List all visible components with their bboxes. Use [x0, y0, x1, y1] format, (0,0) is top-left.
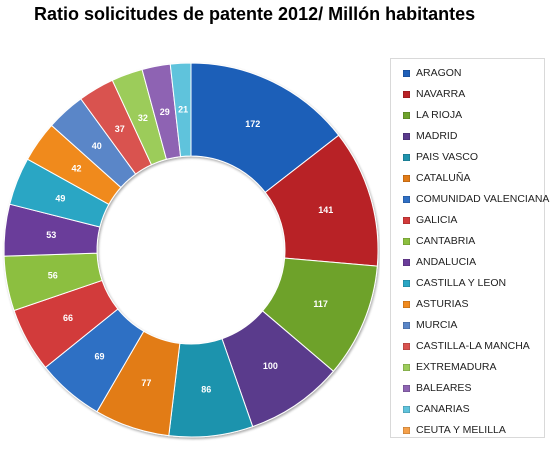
- legend-label: GALICIA: [416, 214, 457, 226]
- legend-item-pais-vasco: PAIS VASCO: [403, 149, 478, 165]
- legend-swatch: [403, 217, 410, 224]
- data-label-aragon: 172: [245, 119, 260, 129]
- data-label-cataluña: 77: [141, 378, 151, 388]
- legend-label: LA RIOJA: [416, 109, 462, 121]
- legend: ARAGON NAVARRA LA RIOJA MADRID PAIS VASCO CAT…: [390, 58, 545, 438]
- data-label-madrid: 100: [263, 361, 278, 371]
- legend-swatch: [403, 280, 410, 287]
- legend-item-navarra: NAVARRA: [403, 86, 465, 102]
- legend-swatch: [403, 112, 410, 119]
- legend-item-madrid: MADRID: [403, 128, 457, 144]
- legend-swatch: [403, 406, 410, 413]
- data-label-cantabria: 56: [48, 270, 58, 280]
- legend-label: CASTILLA Y LEON: [416, 277, 506, 289]
- data-label-baleares: 29: [160, 107, 170, 117]
- legend-swatch: [403, 154, 410, 161]
- legend-label: EXTREMADURA: [416, 361, 497, 373]
- legend-item-baleares: BALEARES: [403, 380, 471, 396]
- legend-item-asturias: ASTURIAS: [403, 296, 469, 312]
- legend-item-cantabria: CANTABRIA: [403, 233, 475, 249]
- legend-label: CATALUÑA: [416, 172, 470, 184]
- legend-item-castilla-la-mancha: CASTILLA-LA MANCHA: [403, 338, 530, 354]
- data-label-navarra: 141: [318, 205, 333, 215]
- data-label-canarias: 21: [178, 105, 188, 115]
- legend-label: CANTABRIA: [416, 235, 475, 247]
- legend-label: CASTILLA-LA MANCHA: [416, 340, 530, 352]
- legend-swatch: [403, 322, 410, 329]
- legend-label: NAVARRA: [416, 88, 465, 100]
- data-label-murcia: 40: [92, 141, 102, 151]
- legend-label: BALEARES: [416, 382, 471, 394]
- legend-label: ANDALUCIA: [416, 256, 476, 268]
- legend-label: CANARIAS: [416, 403, 470, 415]
- legend-swatch: [403, 385, 410, 392]
- legend-item-canarias: CANARIAS: [403, 401, 470, 417]
- data-label-asturias: 42: [71, 164, 81, 174]
- legend-item-andalucia: ANDALUCIA: [403, 254, 476, 270]
- legend-item-cataluña: CATALUÑA: [403, 170, 470, 186]
- legend-swatch: [403, 91, 410, 98]
- donut-chart: 172 141 117 100 86 77 69 66 56 53 49 42 40 37 32 29 21: [0, 0, 380, 452]
- legend-item-aragon: ARAGON: [403, 65, 462, 81]
- legend-swatch: [403, 259, 410, 266]
- legend-label: COMUNIDAD VALENCIANA: [416, 193, 549, 205]
- data-label-la-rioja: 117: [313, 299, 328, 309]
- data-label-andalucia: 53: [46, 230, 56, 240]
- legend-swatch: [403, 133, 410, 140]
- legend-swatch: [403, 364, 410, 371]
- legend-item-extremadura: EXTREMADURA: [403, 359, 497, 375]
- legend-label: PAIS VASCO: [416, 151, 478, 163]
- legend-swatch: [403, 196, 410, 203]
- data-label-pais-vasco: 86: [201, 385, 211, 395]
- data-label-castilla-la-mancha: 37: [115, 124, 125, 134]
- legend-label: ARAGON: [416, 67, 462, 79]
- legend-swatch: [403, 175, 410, 182]
- legend-item-murcia: MURCIA: [403, 317, 457, 333]
- legend-item-castilla-y-leon: CASTILLA Y LEON: [403, 275, 506, 291]
- legend-item-galicia: GALICIA: [403, 212, 457, 228]
- legend-label: MADRID: [416, 130, 457, 142]
- legend-label: MURCIA: [416, 319, 457, 331]
- legend-swatch: [403, 70, 410, 77]
- legend-label: ASTURIAS: [416, 298, 469, 310]
- legend-item-la-rioja: LA RIOJA: [403, 107, 462, 123]
- legend-label: CEUTA Y MELILLA: [416, 424, 506, 436]
- data-label-comunidad-valenciana: 69: [94, 352, 104, 362]
- data-label-galicia: 66: [63, 313, 73, 323]
- legend-swatch: [403, 343, 410, 350]
- legend-item-ceuta-y-melilla: CEUTA Y MELILLA: [403, 422, 506, 438]
- legend-swatch: [403, 427, 410, 434]
- data-label-extremadura: 32: [138, 113, 148, 123]
- legend-swatch: [403, 301, 410, 308]
- data-label-castilla-y-leon: 49: [55, 193, 65, 203]
- legend-swatch: [403, 238, 410, 245]
- legend-item-comunidad-valenciana: COMUNIDAD VALENCIANA: [403, 191, 549, 207]
